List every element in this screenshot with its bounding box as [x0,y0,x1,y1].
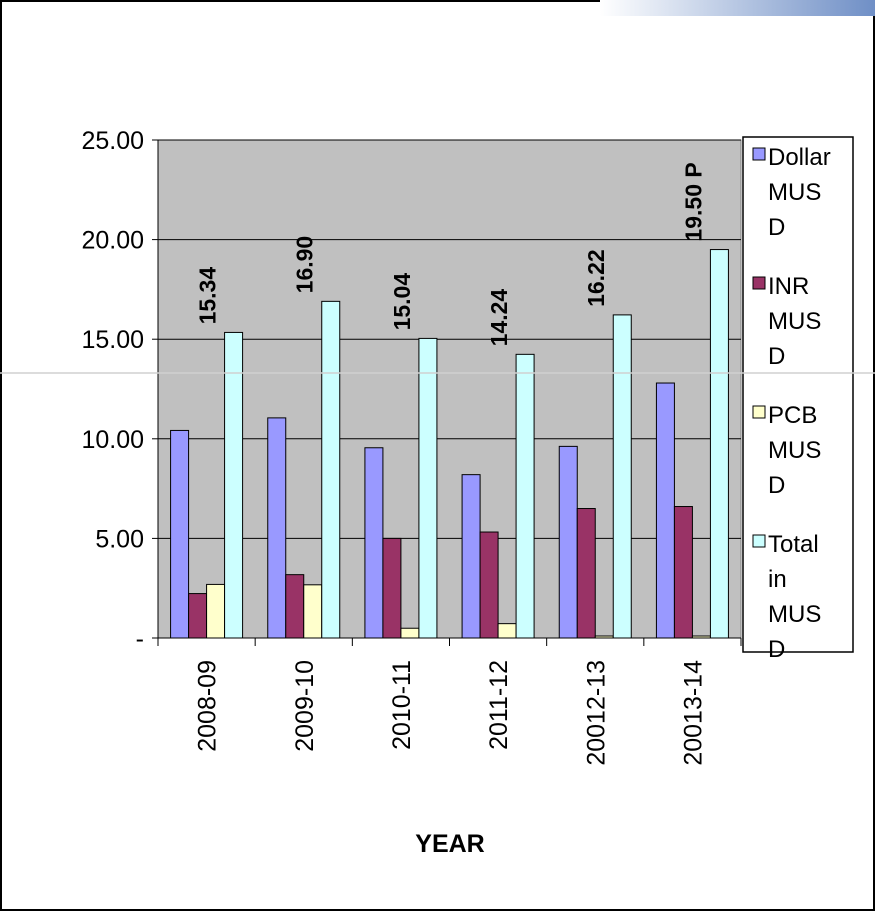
gridlines [158,139,741,539]
legend-label: PCB [768,402,817,429]
bar [267,417,287,639]
legend-label: Dollar [768,144,831,171]
legend-label: MUS [768,437,821,464]
data-label: 19.50 P [680,162,706,241]
bar [285,574,305,639]
legend-label: MUS [768,601,821,628]
bar [479,531,499,639]
legend-label: D [768,343,785,370]
bar [515,353,535,639]
legend: Dollar MUS D INR MUS D PCB MUS D Total in MUS D [752,144,831,663]
legend-label: MUS [768,179,821,206]
bar [303,584,323,639]
bar [709,249,729,639]
bars [170,249,729,639]
x-tick-label: 2011-12 [485,660,513,750]
y-tick-label: 10.00 [81,426,144,454]
x-tick-label: 2010-11 [388,660,416,750]
bar [170,429,190,639]
legend-label: MUS [768,308,821,335]
data-labels: 15.34 16.90 15.04 14.24 16.22 19.50 P [195,162,707,346]
bar [206,583,226,639]
legend-label: Total [768,531,819,558]
x-tick-label: 2008-09 [194,660,222,752]
bar [558,445,578,639]
data-label: 14.24 [486,289,512,347]
data-label: 16.22 [583,249,609,307]
legend-swatch [752,147,766,161]
legend-label: D [768,636,785,663]
x-tick-label: 20013-14 [679,660,707,766]
legend-label: D [768,472,785,499]
plot-area [157,139,742,639]
legend-label: in [768,566,787,593]
bar [655,382,675,639]
legend-swatch [752,534,766,548]
y-tick-label: 25.00 [81,127,144,155]
bar [418,337,438,639]
bar [382,537,402,639]
y-tick-label: 20.00 [81,227,144,255]
legend-swatch [752,276,766,290]
bar [673,506,693,639]
bar [612,314,632,639]
legend-label: D [768,214,785,241]
bar [224,331,244,639]
axes: - 5.00 10.00 15.00 20.00 25.00 2008-09 2009-10 2… [81,127,742,766]
data-label: 15.34 [195,267,221,325]
bar [364,447,384,639]
bar [461,474,481,639]
x-tick-label: 2009-10 [291,660,319,752]
bar [576,508,596,639]
x-axis-title: YEAR [415,830,484,858]
corner-decoration [600,0,875,16]
data-label: 15.04 [389,273,415,331]
legend-label: INR [768,273,809,300]
y-tick-label: 5.00 [95,525,144,553]
x-tick-label: 20012-13 [582,660,610,766]
bar [400,627,420,639]
data-label: 16.90 [292,236,318,294]
bar [188,593,208,639]
y-tick-label: - [136,625,144,653]
bar [497,623,517,639]
legend-box [742,136,854,653]
y-tick-label: 15.00 [81,326,144,354]
bar [321,300,341,639]
legend-swatch [752,405,766,419]
